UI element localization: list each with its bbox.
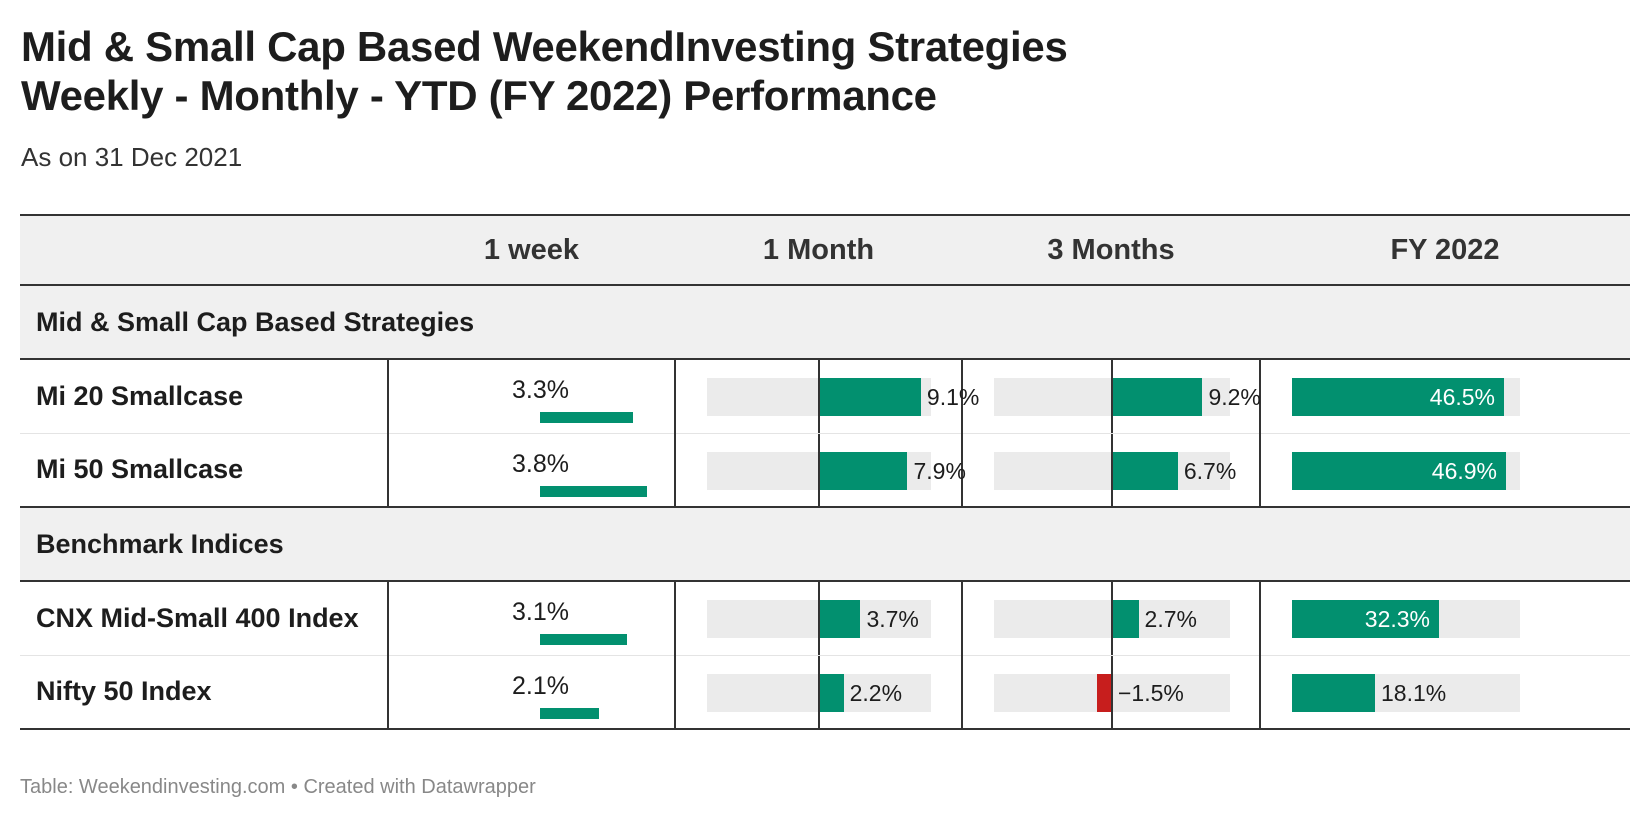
month-zero-axis	[818, 433, 820, 506]
header-3-months: 3 Months	[962, 214, 1260, 286]
three-months-value-label: 9.2%	[1208, 384, 1261, 410]
week-cell: 3.3%	[388, 359, 676, 434]
fy-track: 46.9%	[1292, 451, 1520, 490]
title-line-1: Mid & Small Cap Based WeekendInvesting S…	[21, 23, 1068, 70]
three-months-cell: 9.2%	[962, 359, 1261, 434]
month-cell: 2.2%	[675, 655, 963, 730]
three-months-positive-bar	[1112, 600, 1139, 638]
group-header-row: Mid & Small Cap Based Strategies	[20, 285, 1630, 360]
fy-value-label: 46.5%	[1429, 384, 1495, 410]
chart-subtitle: As on 31 Dec 2021	[21, 142, 243, 172]
fy-track: 18.1%	[1292, 673, 1520, 712]
fy-value-label: 32.3%	[1364, 606, 1430, 632]
fy-cell: 46.5%	[1260, 359, 1630, 434]
month-cell: 9.1%	[675, 359, 979, 434]
header-fy-2022: FY 2022	[1260, 214, 1630, 286]
fy-track: 32.3%	[1292, 600, 1520, 638]
three-months-positive-bar	[1112, 451, 1178, 490]
month-positive-bar	[819, 673, 844, 712]
three-months-cell: 2.7%	[962, 581, 1261, 656]
group-title: Mid & Small Cap Based Strategies	[20, 285, 1630, 360]
row-label: Nifty 50 Index	[20, 655, 389, 730]
fy-value-label: 46.9%	[1431, 457, 1497, 484]
group-title: Benchmark Indices	[20, 507, 1630, 582]
fy-value-label: 18.1%	[1381, 679, 1447, 706]
three-months-positive-bar	[1112, 378, 1203, 416]
table-row: CNX Mid-Small 400 Index 3.1% 3.7% 2.7% 32.3%	[20, 581, 1630, 656]
month-positive-bar	[819, 600, 861, 638]
row-label: Mi 20 Smallcase	[20, 359, 389, 434]
month-value-label: 3.7%	[866, 606, 919, 632]
fy-cell: 32.3%	[1260, 581, 1630, 656]
week-value-label: 3.3%	[512, 376, 569, 404]
month-cell: 7.9%	[675, 433, 966, 508]
three-months-cell: −1.5%	[962, 655, 1261, 730]
header-row: 1 week 1 Month 3 Months FY 2022	[20, 214, 1630, 286]
source-footer: Table: Weekendinvesting.com • Created wi…	[20, 776, 536, 798]
month-cell: 3.7%	[675, 581, 963, 656]
month-value-label: 7.9%	[913, 457, 966, 484]
month-positive-bar	[819, 378, 921, 416]
three-months-zero-axis	[1111, 433, 1113, 506]
three-months-negative-bar	[1097, 673, 1112, 712]
week-bar	[540, 634, 627, 645]
week-cell: 2.1%	[388, 655, 676, 730]
fy-cell: 18.1%	[1260, 655, 1630, 730]
month-value-label: 2.2%	[849, 679, 903, 706]
chart-title: Mid & Small Cap Based WeekendInvesting S…	[21, 22, 1068, 120]
month-zero-axis	[818, 360, 820, 433]
month-zero-axis	[818, 582, 820, 655]
week-cell: 3.8%	[388, 433, 676, 508]
month-zero-axis	[818, 655, 820, 728]
table-row: Nifty 50 Index 2.1% 2.2% −1.5% 18.1%	[20, 655, 1630, 730]
three-months-cell: 6.7%	[962, 433, 1261, 508]
three-months-zero-axis	[1111, 360, 1113, 433]
group-header-row: Benchmark Indices	[20, 507, 1630, 582]
row-label: Mi 50 Smallcase	[20, 433, 389, 508]
week-bar	[540, 707, 599, 719]
header-1-month: 1 Month	[675, 214, 962, 286]
fy-bar	[1292, 378, 1504, 416]
table-row: Mi 50 Smallcase 3.8% 7.9% 6.7% 46.9%	[20, 433, 1630, 508]
table-row: Mi 20 Smallcase 3.3% 9.1% 9.2% 46.5%	[20, 359, 1630, 434]
fy-track: 46.5%	[1292, 378, 1520, 416]
week-bar	[540, 485, 647, 497]
fy-bar	[1292, 600, 1439, 638]
fy-bar	[1292, 451, 1506, 490]
week-value-label: 2.1%	[512, 671, 569, 700]
title-line-2: Weekly - Monthly - YTD (FY 2022) Perform…	[21, 72, 937, 119]
week-bar	[540, 412, 633, 423]
three-months-track: 6.7%	[994, 451, 1236, 490]
row-label: CNX Mid-Small 400 Index	[20, 581, 389, 656]
fy-bar	[1292, 673, 1375, 712]
month-positive-bar	[819, 451, 908, 490]
table-body: Mid & Small Cap Based Strategies Mi 20 Sm…	[20, 285, 1630, 730]
three-months-value-label: −1.5%	[1118, 679, 1184, 706]
three-months-value-label: 6.7%	[1183, 457, 1237, 484]
three-months-value-label: 2.7%	[1144, 606, 1197, 632]
header-name	[20, 214, 388, 286]
performance-table: 1 week 1 Month 3 Months FY 2022 Mid & Sm…	[20, 214, 1630, 730]
week-value-label: 3.8%	[512, 449, 569, 478]
week-value-label: 3.1%	[512, 598, 569, 626]
header-1-week: 1 week	[388, 214, 675, 286]
three-months-zero-axis	[1111, 582, 1113, 655]
week-cell: 3.1%	[388, 581, 676, 656]
three-months-zero-axis	[1111, 655, 1113, 728]
fy-cell: 46.9%	[1260, 433, 1630, 508]
